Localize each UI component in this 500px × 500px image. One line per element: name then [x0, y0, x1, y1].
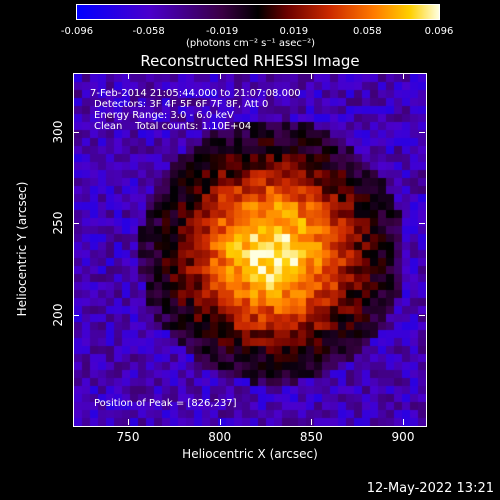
colorbar-tick-label: 0.019 — [279, 26, 309, 37]
y-tick-label: 250 — [51, 211, 65, 235]
y-tick-label: 200 — [51, 303, 65, 327]
colorbar-gradient — [76, 4, 440, 20]
x-tick-label: 800 — [208, 430, 232, 444]
y-tick-mark — [73, 131, 79, 133]
peak-position-label: Position of Peak = [826,237] — [94, 398, 237, 409]
y-tick-mark — [419, 315, 425, 316]
y-tick-mark — [73, 315, 79, 316]
x-tick-mark — [128, 73, 129, 79]
y-tick-mark — [73, 223, 79, 225]
info-time: 7-Feb-2014 21:05:44.000 to 21:07:08.000 — [90, 88, 301, 99]
y-tick-mark — [419, 223, 425, 225]
info-detectors: Detectors: 3F 4F 5F 6F 7F 8F, Att 0 — [94, 99, 269, 110]
timestamp: 12-May-2022 13:21 — [366, 481, 494, 496]
x-tick-mark — [311, 419, 313, 425]
x-tick-mark — [219, 419, 221, 425]
y-tick-label: 300 — [51, 120, 65, 144]
colorbar-tick-label: -0.096 — [60, 26, 94, 37]
x-axis-label: Heliocentric X (arcsec) — [182, 447, 318, 461]
x-tick-label: 850 — [299, 430, 323, 444]
colorbar-tick-label: -0.019 — [206, 26, 239, 37]
colorbar-tick-label: -0.058 — [132, 26, 165, 37]
y-tick-mark — [419, 131, 425, 133]
x-tick-mark — [128, 419, 129, 425]
colorbar-tick-label: 0.096 — [424, 26, 454, 37]
x-tick-mark — [403, 419, 404, 425]
colorbar — [76, 4, 440, 20]
x-tick-label: 900 — [391, 430, 415, 444]
info-counts: Clean Total counts: 1.10E+04 — [94, 121, 252, 132]
x-tick-mark — [219, 73, 221, 79]
x-tick-mark — [403, 73, 404, 79]
plot-area: 7-Feb-2014 21:05:44.000 to 21:07:08.000 … — [73, 73, 427, 427]
y-axis-label: Heliocentric Y (arcsec) — [15, 181, 29, 317]
heatmap-image — [74, 74, 426, 426]
x-tick-mark — [311, 73, 313, 79]
colorbar-tick-label: 0.058 — [353, 26, 382, 37]
chart-title: Reconstructed RHESSI Image — [140, 52, 360, 70]
x-tick-label: 750 — [116, 430, 140, 444]
info-energy: Energy Range: 3.0 - 6.0 keV — [94, 110, 234, 121]
colorbar-unit-label: (photons cm⁻² s⁻¹ asec⁻²) — [186, 38, 316, 49]
